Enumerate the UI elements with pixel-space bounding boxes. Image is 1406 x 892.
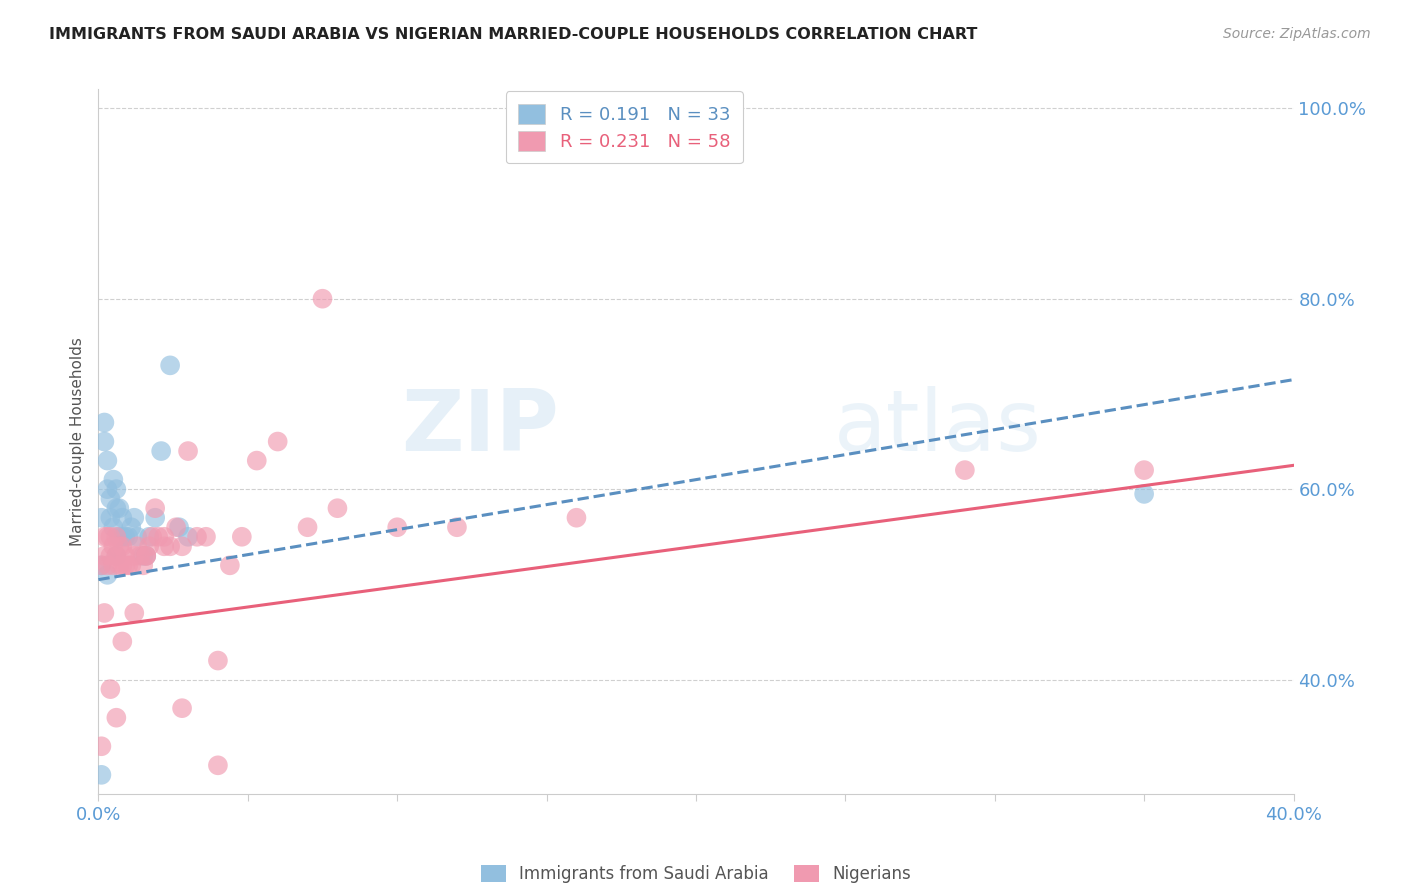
Point xyxy=(96,567,118,582)
Point xyxy=(111,510,134,524)
Point xyxy=(98,549,122,563)
Text: Source: ZipAtlas.com: Source: ZipAtlas.com xyxy=(1223,27,1371,41)
Point xyxy=(93,549,115,563)
Point xyxy=(114,549,136,563)
Point xyxy=(117,558,139,573)
Point xyxy=(124,510,146,524)
Point xyxy=(98,510,122,524)
Point xyxy=(114,558,136,573)
Point xyxy=(96,530,118,544)
Point xyxy=(96,558,118,573)
Point xyxy=(1133,463,1156,477)
Point xyxy=(165,520,187,534)
Point xyxy=(172,701,194,715)
Point xyxy=(219,558,242,573)
Point xyxy=(105,549,128,563)
Point xyxy=(132,549,155,563)
Point xyxy=(124,549,146,563)
Point xyxy=(446,520,468,534)
Point xyxy=(105,482,128,496)
Point xyxy=(111,634,134,648)
Point xyxy=(93,434,115,449)
Text: atlas: atlas xyxy=(834,386,1042,469)
Point xyxy=(108,501,131,516)
Point xyxy=(297,520,319,534)
Legend: Immigrants from Saudi Arabia, Nigerians: Immigrants from Saudi Arabia, Nigerians xyxy=(468,852,924,892)
Point xyxy=(105,530,128,544)
Point xyxy=(103,539,125,553)
Point xyxy=(159,359,181,373)
Point xyxy=(108,530,131,544)
Point xyxy=(98,530,122,544)
Point xyxy=(117,530,139,544)
Point xyxy=(129,549,152,563)
Point xyxy=(138,530,160,544)
Point xyxy=(135,549,157,563)
Point xyxy=(143,501,166,516)
Point xyxy=(103,558,125,573)
Point xyxy=(90,558,112,573)
Point xyxy=(124,606,146,620)
Point xyxy=(267,434,290,449)
Point xyxy=(150,444,173,458)
Point xyxy=(153,539,176,553)
Point xyxy=(90,768,112,782)
Point xyxy=(207,654,229,668)
Point xyxy=(153,530,176,544)
Point xyxy=(90,739,112,754)
Point xyxy=(177,444,200,458)
Y-axis label: Married-couple Households: Married-couple Households xyxy=(70,337,86,546)
Point xyxy=(953,463,976,477)
Point xyxy=(111,539,134,553)
Point xyxy=(143,510,166,524)
Point xyxy=(148,530,170,544)
Point xyxy=(326,501,349,516)
Point xyxy=(207,758,229,772)
Point xyxy=(90,510,112,524)
Point xyxy=(565,510,588,524)
Point xyxy=(108,539,131,553)
Point xyxy=(120,558,142,573)
Point xyxy=(135,549,157,563)
Point xyxy=(111,558,134,573)
Point xyxy=(111,530,134,544)
Point xyxy=(96,482,118,496)
Point xyxy=(120,520,142,534)
Point xyxy=(127,530,149,544)
Point xyxy=(167,520,190,534)
Point xyxy=(1133,487,1156,501)
Point xyxy=(103,520,125,534)
Text: IMMIGRANTS FROM SAUDI ARABIA VS NIGERIAN MARRIED-COUPLE HOUSEHOLDS CORRELATION C: IMMIGRANTS FROM SAUDI ARABIA VS NIGERIAN… xyxy=(49,27,977,42)
Text: ZIP: ZIP xyxy=(401,386,558,469)
Point xyxy=(105,711,128,725)
Point xyxy=(246,453,269,467)
Point xyxy=(231,530,253,544)
Point xyxy=(138,539,160,553)
Point xyxy=(93,530,115,544)
Point xyxy=(159,539,181,553)
Point xyxy=(135,549,157,563)
Point xyxy=(105,549,128,563)
Point xyxy=(98,682,122,697)
Point xyxy=(177,530,200,544)
Point xyxy=(93,606,115,620)
Point xyxy=(127,539,149,553)
Point xyxy=(195,530,218,544)
Point xyxy=(186,530,208,544)
Point xyxy=(132,558,155,573)
Point xyxy=(141,530,163,544)
Point xyxy=(172,539,194,553)
Point xyxy=(108,558,131,573)
Point xyxy=(103,473,125,487)
Point xyxy=(105,501,128,516)
Point xyxy=(98,491,122,506)
Point xyxy=(96,453,118,467)
Point xyxy=(90,558,112,573)
Point xyxy=(114,530,136,544)
Point xyxy=(311,292,333,306)
Point xyxy=(385,520,409,534)
Point xyxy=(93,416,115,430)
